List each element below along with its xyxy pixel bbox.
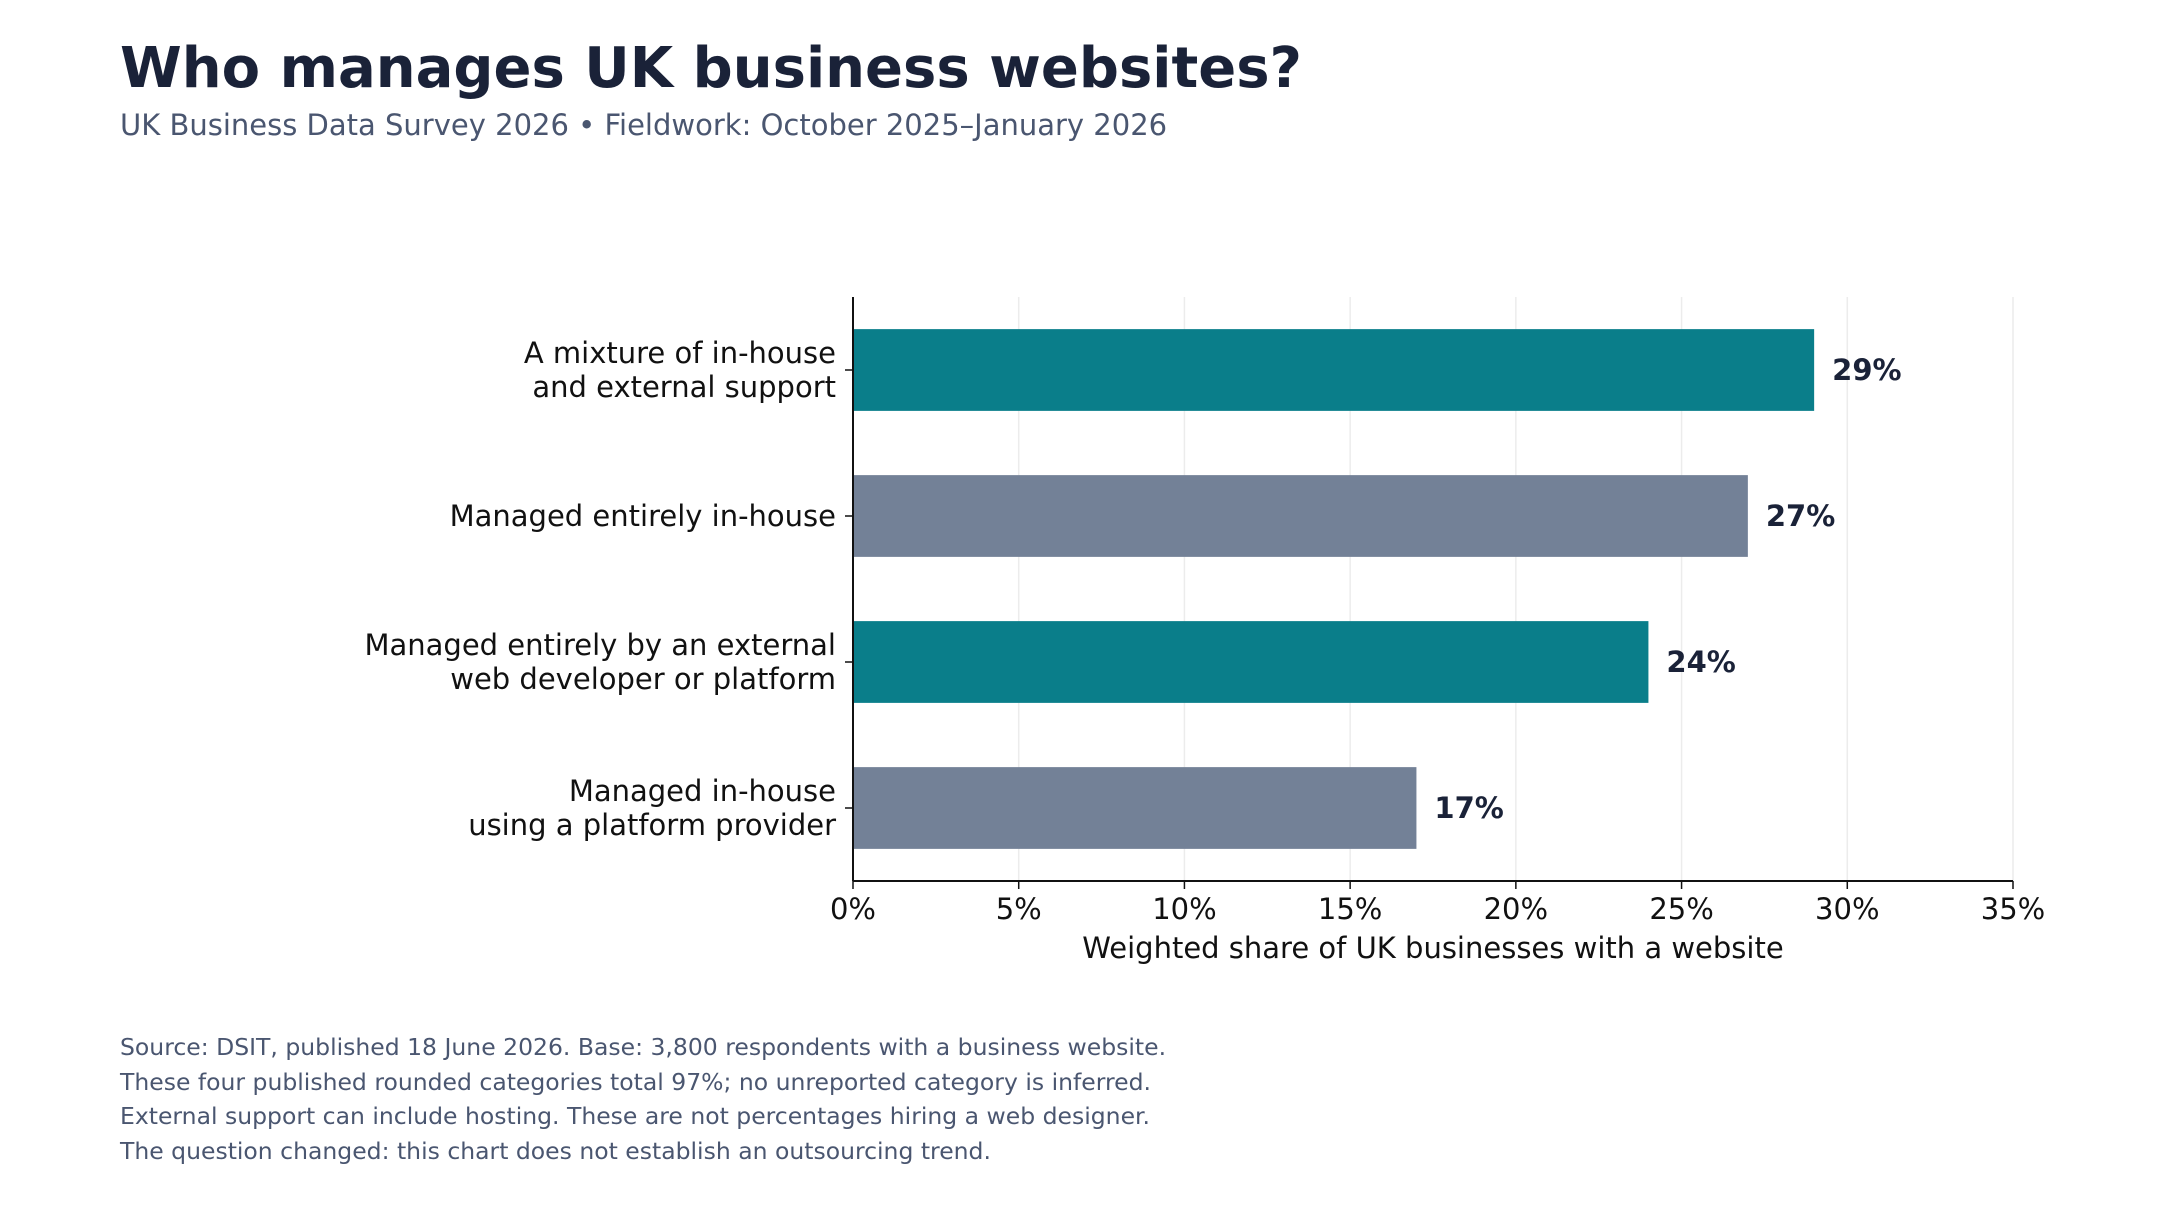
footnote-trend: The question changed: this chart does no…: [120, 1136, 991, 1165]
x-axis-title: Weighted share of UK businesses with a w…: [1082, 931, 1783, 965]
category-label: Managed entirely by an external web devel…: [364, 628, 836, 696]
footnote-total: These four published rounded categories …: [120, 1067, 1151, 1096]
chart-title: Who manages UK business websites?: [120, 36, 1303, 101]
bar: [853, 329, 1815, 411]
footnote-hosting: External support can include hosting. Th…: [120, 1102, 1150, 1130]
bar: [853, 767, 1417, 849]
category-label: A mixture of in-house and external suppor…: [524, 336, 836, 404]
bar: [853, 475, 1748, 557]
x-tick-label: 30%: [1815, 892, 1879, 926]
category-label: Managed entirely in-house: [450, 499, 836, 533]
data-label: 27%: [1766, 499, 1835, 533]
category-label: Managed in-house using a platform provide…: [468, 774, 836, 842]
axes: [845, 297, 2014, 889]
footnotes: Source: DSIT, published 18 June 2026. Ba…: [120, 1030, 1166, 1168]
x-tick-label: 15%: [1318, 892, 1382, 926]
x-tick-label: 25%: [1649, 892, 1713, 926]
x-tick-label: 20%: [1484, 892, 1548, 926]
data-label: 24%: [1666, 645, 1735, 679]
chart-subtitle: UK Business Data Survey 2026 • Fieldwork…: [120, 108, 1168, 142]
bars: [853, 329, 1815, 849]
x-tick-label: 0%: [830, 892, 876, 926]
data-label: 29%: [1832, 353, 1901, 387]
data-label: 17%: [1434, 791, 1503, 825]
x-tick-label: 10%: [1152, 892, 1216, 926]
footnote-source: Source: DSIT, published 18 June 2026. Ba…: [120, 1033, 1167, 1061]
x-tick-label: 5%: [996, 892, 1042, 926]
x-tick-label: 35%: [1981, 892, 2045, 926]
bar: [853, 621, 1649, 703]
labels: 0% 5% 10% 15% 20% 25% 30% 35% A mixture of in-ho…: [364, 336, 2045, 965]
